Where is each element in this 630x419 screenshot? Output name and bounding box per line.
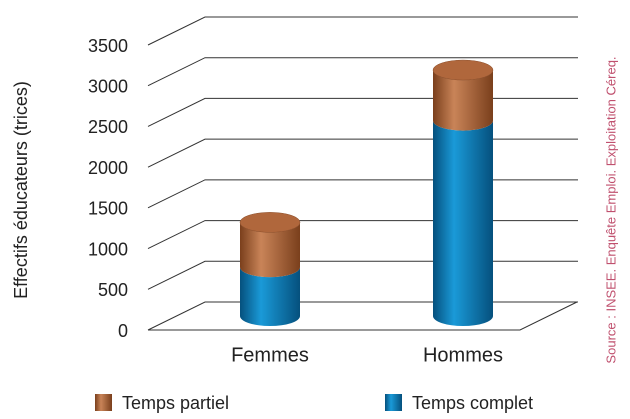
legend-swatch — [95, 394, 112, 411]
y-tick-label: 3500 — [88, 36, 128, 56]
y-tick-label: 3000 — [88, 76, 128, 96]
y-axis-label: Effectifs éducateurs (trices) — [11, 81, 31, 299]
bar-segment — [240, 222, 300, 278]
grid-line — [147, 260, 578, 290]
grid-line — [147, 220, 578, 250]
y-tick-label: 2000 — [88, 158, 128, 178]
floor — [148, 301, 578, 331]
legend-label: Temps complet — [412, 393, 533, 413]
bar-segment — [240, 267, 300, 326]
y-tick-label: 500 — [98, 280, 128, 300]
bar-segment — [433, 120, 493, 326]
bar-segment — [433, 70, 493, 131]
y-tick-label: 1500 — [88, 199, 128, 219]
source-note: Source : INSEE. Enquête Emploi. Exploita… — [603, 56, 618, 363]
y-tick-label: 1000 — [88, 239, 128, 259]
bar-cap — [432, 59, 494, 81]
grid-line — [147, 57, 578, 87]
y-tick-label: 0 — [118, 321, 128, 341]
grid-line — [147, 138, 578, 168]
grid-line — [147, 16, 578, 46]
legend-swatch — [385, 394, 402, 411]
x-tick-label: Hommes — [423, 344, 503, 366]
legend-label: Temps partiel — [122, 393, 229, 413]
grid-line — [147, 97, 578, 127]
grid-line — [147, 301, 578, 331]
bar-cap — [239, 212, 301, 233]
x-tick-label: Femmes — [231, 344, 309, 366]
y-tick-label: 2500 — [88, 117, 128, 137]
grid-line — [147, 179, 578, 209]
